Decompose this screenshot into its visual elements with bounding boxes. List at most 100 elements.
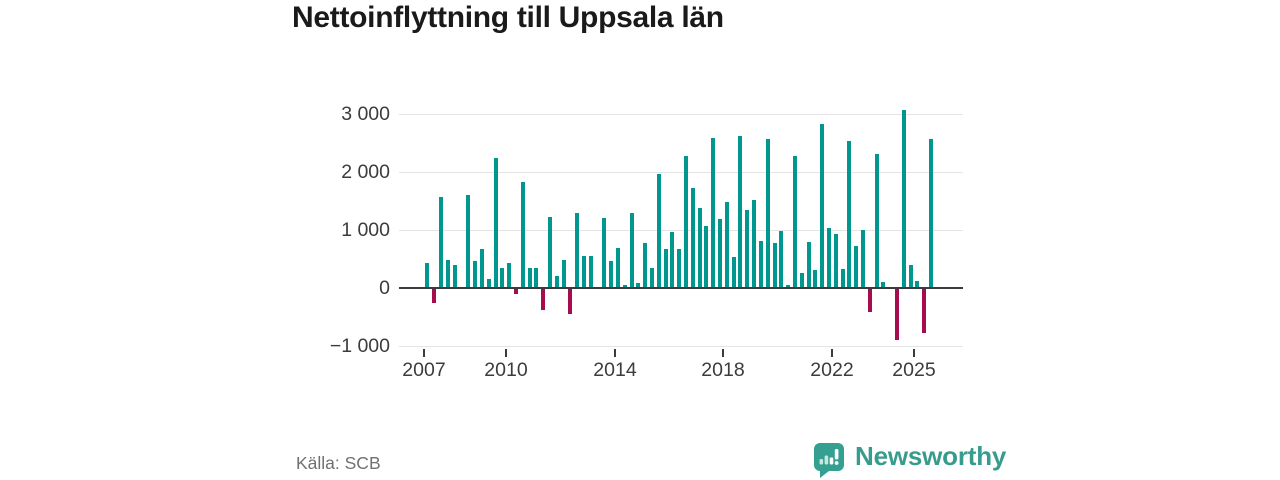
x-axis-tick-label: 2010 bbox=[484, 359, 528, 381]
bar-positive bbox=[772, 243, 777, 288]
bar-positive bbox=[493, 157, 498, 288]
bar-positive bbox=[486, 279, 491, 288]
source-note: Källa: SCB bbox=[296, 453, 381, 473]
bar-positive bbox=[479, 249, 484, 288]
bar-positive bbox=[561, 260, 566, 288]
bar-positive bbox=[602, 217, 607, 288]
bar-positive bbox=[758, 241, 763, 288]
bar-positive bbox=[425, 263, 430, 288]
bar-negative bbox=[867, 289, 872, 313]
bar-negative bbox=[432, 289, 437, 303]
y-axis-tick-label: −1 000 bbox=[329, 335, 390, 357]
bar-positive bbox=[656, 174, 661, 288]
bar-positive bbox=[840, 268, 845, 288]
y-axis-tick-label: 0 bbox=[379, 277, 390, 299]
x-axis-tick-label: 2018 bbox=[701, 359, 745, 381]
bar-positive bbox=[915, 281, 920, 288]
bar-positive bbox=[820, 124, 825, 288]
x-axis-tick-label: 2014 bbox=[593, 359, 637, 381]
bar-negative bbox=[894, 289, 899, 341]
bar-positive bbox=[779, 230, 784, 288]
bar-positive bbox=[847, 140, 852, 288]
y-axis-tick-label: 3 000 bbox=[341, 103, 390, 125]
bar-positive bbox=[500, 268, 505, 288]
bar-positive bbox=[615, 247, 620, 288]
x-axis-tick bbox=[913, 349, 915, 357]
x-axis-tick bbox=[505, 349, 507, 357]
bar-positive bbox=[643, 243, 648, 288]
bar-positive bbox=[881, 282, 886, 288]
bar-positive bbox=[684, 156, 688, 288]
bar-positive bbox=[670, 231, 675, 288]
bar-positive bbox=[690, 188, 695, 288]
gridline bbox=[399, 230, 963, 231]
y-axis-tick-label: 2 000 bbox=[341, 161, 390, 183]
bar-positive bbox=[765, 139, 770, 288]
bar-positive bbox=[575, 212, 580, 288]
zero-baseline bbox=[399, 287, 963, 289]
newsworthy-icon bbox=[814, 443, 844, 478]
bar-negative bbox=[513, 289, 518, 295]
bar-positive bbox=[629, 212, 634, 288]
x-axis-tick-label: 2022 bbox=[810, 359, 854, 381]
bar-positive bbox=[588, 256, 593, 288]
gridline bbox=[399, 172, 963, 173]
bar-positive bbox=[718, 219, 722, 288]
bar-positive bbox=[724, 202, 729, 288]
bar-positive bbox=[745, 210, 750, 288]
gridline bbox=[399, 114, 963, 115]
x-axis-tick bbox=[614, 349, 616, 357]
bar-positive bbox=[677, 249, 682, 288]
x-axis-tick bbox=[423, 349, 425, 357]
bar-positive bbox=[520, 182, 525, 288]
bar-positive bbox=[786, 284, 791, 288]
bar-positive bbox=[711, 137, 716, 288]
bar-positive bbox=[439, 197, 443, 288]
bar-positive bbox=[806, 241, 811, 288]
bar-positive bbox=[534, 268, 539, 288]
bar-positive bbox=[901, 109, 906, 288]
bar-positive bbox=[697, 207, 702, 288]
bar-positive bbox=[650, 267, 654, 288]
chart-title: Nettoinflyttning till Uppsala län bbox=[292, 1, 724, 34]
newsworthy-wordmark: Newsworthy bbox=[855, 441, 1007, 471]
gridline bbox=[399, 346, 963, 347]
bar-positive bbox=[752, 199, 756, 288]
bar-positive bbox=[581, 255, 586, 288]
bar-positive bbox=[799, 272, 804, 288]
bar-positive bbox=[473, 260, 477, 288]
x-axis-tick-label: 2007 bbox=[402, 359, 446, 381]
bar-positive bbox=[554, 276, 559, 288]
y-axis-tick-label: 1 000 bbox=[341, 219, 390, 241]
bar-positive bbox=[704, 226, 709, 288]
bar-positive bbox=[622, 284, 627, 288]
bar-positive bbox=[874, 153, 879, 288]
bar-negative bbox=[922, 289, 927, 334]
bar-positive bbox=[452, 264, 457, 288]
bar-positive bbox=[609, 261, 614, 288]
bar-positive bbox=[833, 233, 838, 288]
x-axis-tick bbox=[831, 349, 833, 357]
bar-positive bbox=[908, 265, 913, 288]
bar-positive bbox=[813, 270, 818, 288]
bar-positive bbox=[854, 246, 859, 288]
bar-positive bbox=[636, 282, 641, 288]
bar-positive bbox=[527, 267, 532, 288]
newsworthy-logo: Newsworthy bbox=[812, 441, 1006, 478]
bar-positive bbox=[466, 194, 471, 288]
x-axis-tick-label: 2025 bbox=[892, 359, 936, 381]
bar-positive bbox=[445, 260, 450, 288]
bar-positive bbox=[792, 156, 797, 288]
bar-negative bbox=[568, 289, 573, 314]
bar-positive bbox=[731, 256, 736, 288]
bar-positive bbox=[826, 228, 831, 288]
bar-positive bbox=[929, 139, 933, 288]
x-axis-tick bbox=[722, 349, 724, 357]
bar-positive bbox=[507, 263, 512, 288]
bar-positive bbox=[860, 229, 865, 288]
bar-negative bbox=[541, 289, 546, 310]
bar-positive bbox=[738, 136, 743, 288]
bar-positive bbox=[663, 248, 668, 288]
bar-positive bbox=[547, 217, 552, 288]
